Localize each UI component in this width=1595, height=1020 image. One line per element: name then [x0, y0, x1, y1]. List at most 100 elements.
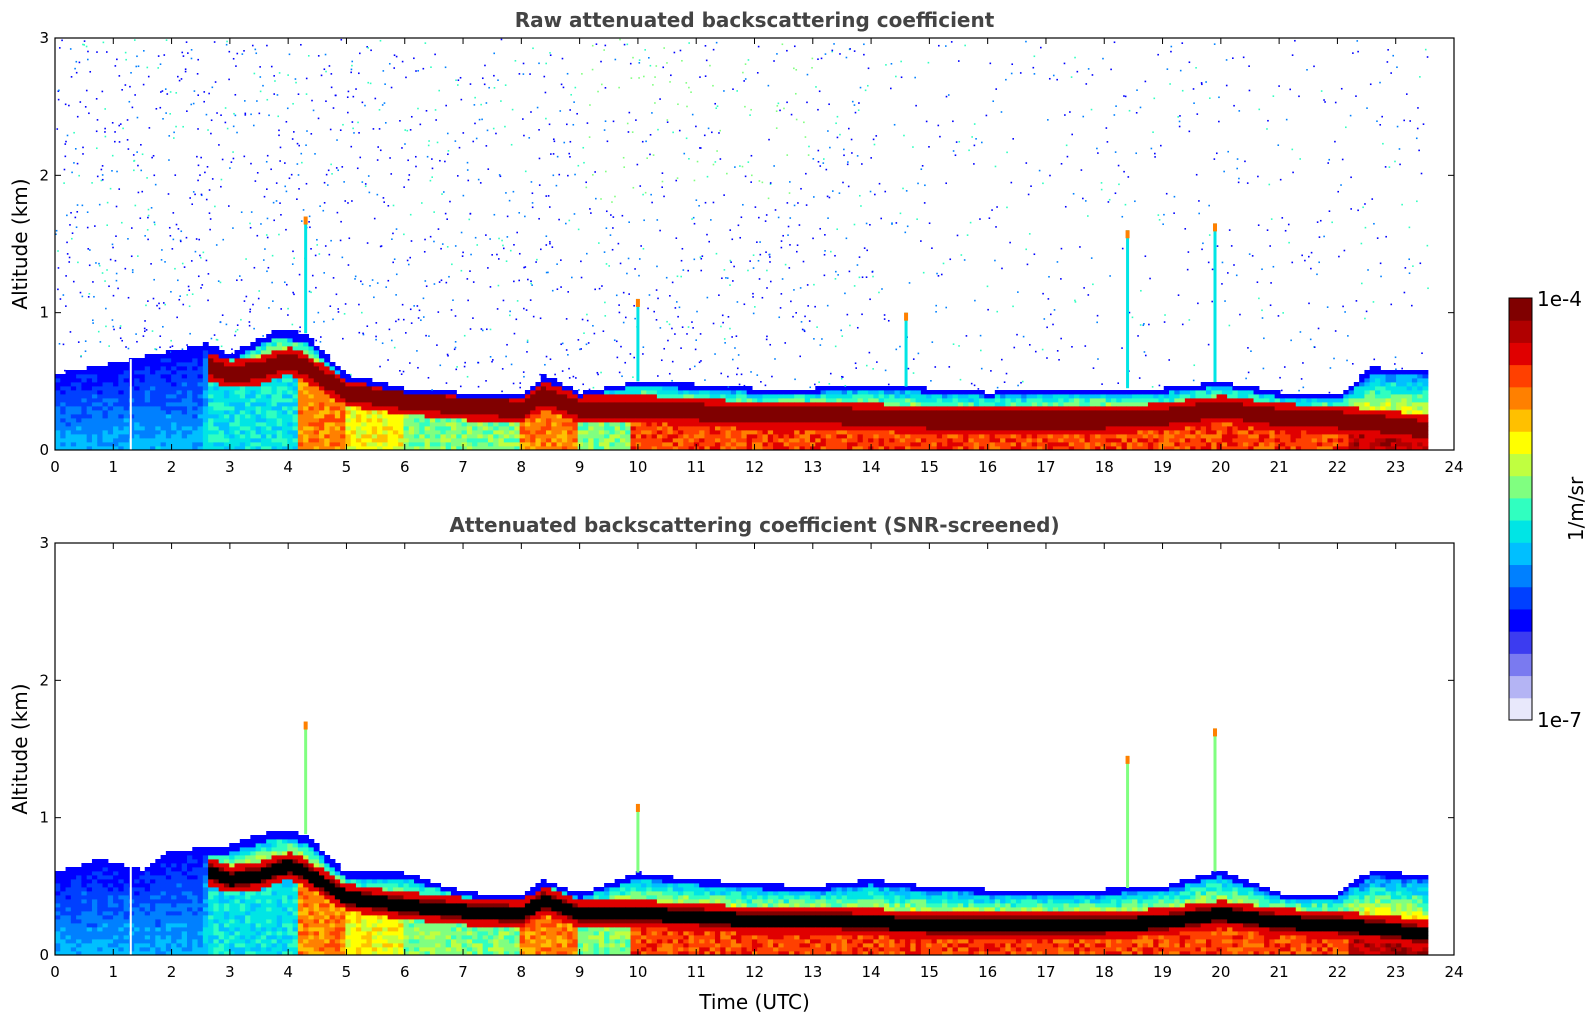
heatmap-cell	[155, 382, 162, 387]
noise-speckle	[266, 188, 268, 190]
heatmap-cell	[308, 378, 315, 383]
noise-speckle	[656, 219, 659, 221]
noise-speckle	[309, 226, 311, 229]
noise-speckle	[317, 311, 320, 314]
noise-speckle	[505, 192, 507, 194]
heatmap-cell	[414, 410, 420, 415]
heatmap-cell	[931, 430, 938, 435]
noise-speckle	[667, 339, 669, 342]
heatmap-cell	[202, 350, 209, 355]
heatmap-cell	[181, 442, 188, 447]
noise-speckle	[425, 285, 428, 288]
noise-speckle	[441, 193, 443, 195]
heatmap-cell	[868, 430, 874, 435]
heatmap-cell	[582, 442, 589, 447]
heatmap-cell	[778, 438, 785, 443]
heatmap-cell	[662, 406, 669, 411]
noise-speckle	[605, 263, 608, 265]
heatmap-cell	[551, 414, 558, 419]
heatmap-cell	[546, 426, 552, 431]
heatmap-cell	[514, 394, 521, 399]
heatmap-cell	[303, 418, 310, 423]
heatmap-cell	[223, 434, 230, 439]
heatmap-cell	[720, 434, 727, 439]
heatmap-cell	[477, 394, 484, 399]
heatmap-cell	[619, 418, 626, 423]
heatmap-cell	[857, 430, 864, 435]
noise-speckle	[336, 211, 339, 214]
heatmap-cell	[176, 386, 183, 391]
heatmap-cell	[340, 370, 346, 375]
noise-speckle	[324, 53, 327, 56]
heatmap-cell	[646, 402, 653, 407]
heatmap-cell	[868, 390, 874, 395]
noise-speckle	[287, 314, 289, 316]
heatmap-cell	[493, 410, 500, 415]
heatmap-cell	[799, 442, 806, 447]
heatmap-cell	[202, 382, 209, 387]
noise-speckle	[335, 167, 338, 169]
heatmap-cell	[435, 438, 442, 443]
heatmap-cell	[889, 430, 896, 435]
heatmap-cell	[509, 394, 515, 399]
heatmap-cell	[340, 390, 346, 395]
heatmap-cell	[318, 422, 325, 427]
heatmap-cell	[609, 410, 616, 415]
heatmap-cell	[213, 422, 220, 427]
noise-speckle	[444, 212, 447, 215]
heatmap-cell	[841, 410, 848, 415]
noise-speckle	[582, 146, 585, 149]
noise-speckle	[784, 342, 787, 344]
noise-speckle	[592, 386, 595, 389]
heatmap-cell	[139, 418, 146, 423]
heatmap-cell	[234, 386, 241, 391]
heatmap-cell	[345, 410, 352, 415]
heatmap-cell	[604, 442, 610, 447]
heatmap-cell	[107, 366, 114, 371]
noise-speckle	[525, 309, 528, 311]
noise-speckle	[914, 76, 916, 79]
noise-speckle	[539, 317, 542, 320]
noise-speckle	[101, 178, 104, 181]
noise-speckle	[834, 254, 836, 257]
noise-speckle	[488, 86, 490, 89]
heatmap-cell	[303, 342, 310, 347]
heatmap-cell	[250, 358, 257, 363]
heatmap-cell	[561, 422, 568, 427]
heatmap-cell	[382, 398, 389, 403]
heatmap-cell	[213, 378, 220, 383]
heatmap-cell	[466, 406, 473, 411]
noise-speckle	[395, 228, 398, 230]
noise-speckle	[76, 204, 79, 206]
heatmap-cell	[160, 394, 167, 399]
heatmap-cell	[303, 378, 310, 383]
noise-speckle	[803, 329, 806, 332]
heatmap-cell	[371, 434, 378, 439]
heatmap-cell	[429, 434, 436, 439]
heatmap-cell	[952, 426, 959, 431]
noise-speckle	[789, 217, 792, 219]
heatmap-cell	[403, 426, 410, 431]
heatmap-cell	[635, 414, 642, 419]
noise-speckle	[769, 280, 772, 283]
heatmap-cell	[245, 358, 251, 363]
heatmap-cell	[202, 378, 209, 383]
heatmap-cell	[767, 438, 774, 443]
heatmap-cell	[392, 426, 399, 431]
heatmap-cell	[751, 418, 758, 423]
heatmap-cell	[736, 438, 742, 443]
heatmap-cell	[70, 434, 77, 439]
heatmap-cell	[440, 410, 447, 415]
noise-speckle	[609, 234, 612, 236]
heatmap-cell	[810, 438, 816, 443]
noise-speckle	[448, 275, 450, 278]
noise-speckle	[721, 314, 724, 317]
heatmap-cell	[223, 406, 230, 411]
noise-speckle	[125, 58, 127, 61]
heatmap-cell	[361, 414, 368, 419]
heatmap-cell	[213, 402, 220, 407]
heatmap-cell	[213, 358, 220, 363]
heatmap-cell	[276, 374, 283, 379]
noise-speckle	[493, 52, 496, 55]
heatmap-cell	[714, 386, 721, 391]
